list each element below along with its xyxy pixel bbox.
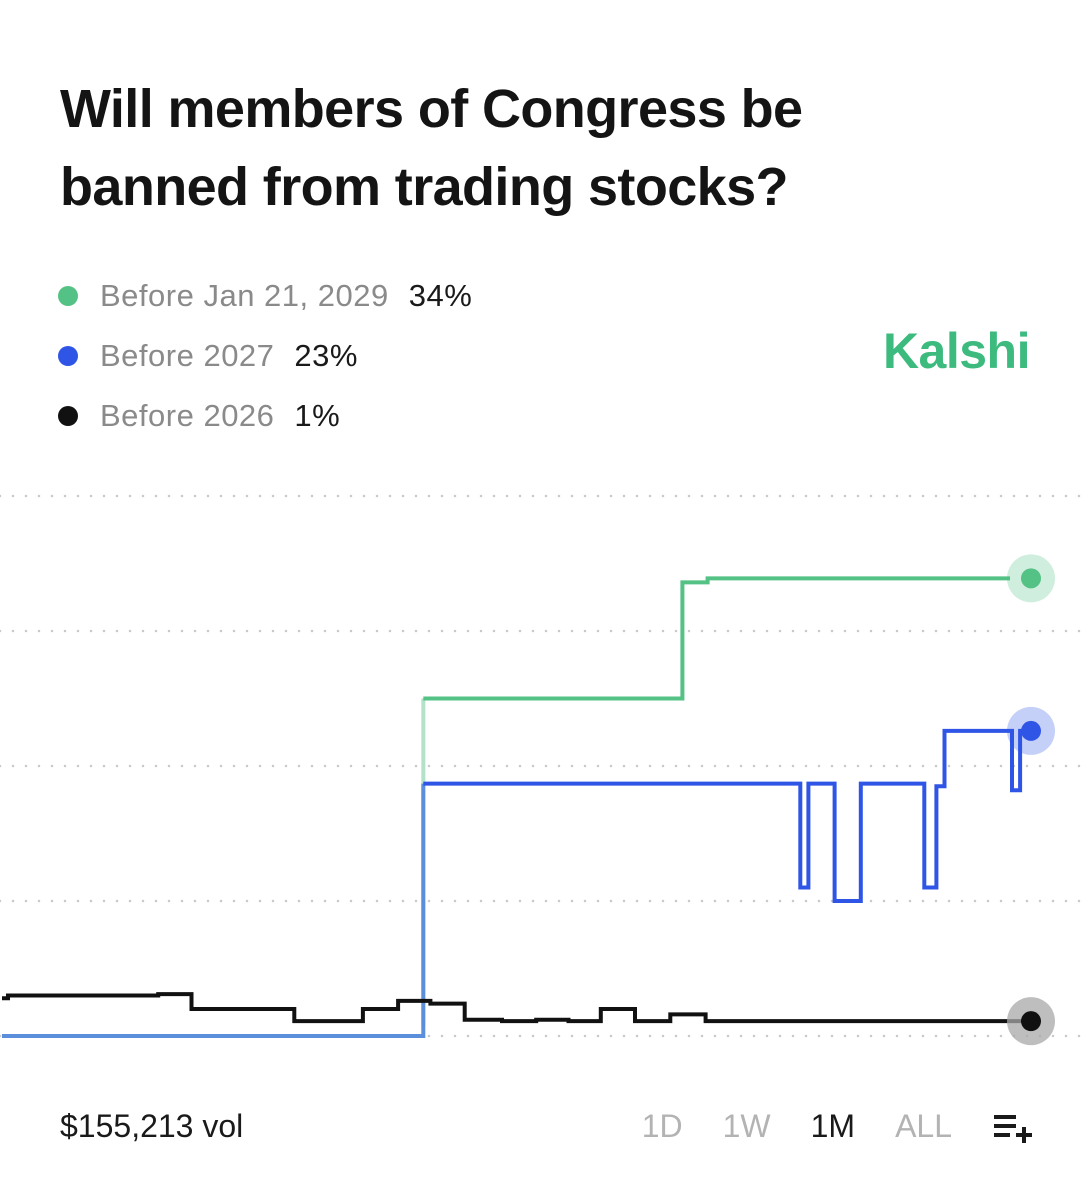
legend-value: 1%	[294, 398, 341, 433]
series-color-dot	[58, 286, 78, 306]
series-end-marker	[1021, 720, 1041, 741]
legend-value: 34%	[408, 278, 473, 313]
series-end-marker	[1021, 1011, 1041, 1032]
kalshi-logo: Kalshi	[882, 323, 1031, 379]
range-1w-button[interactable]: 1W	[722, 1108, 771, 1144]
legend-item-2029[interactable]: Before Jan 21, 2029 34%	[58, 266, 472, 326]
series-end-marker	[1021, 568, 1041, 589]
time-range-selector: 1D 1W 1M ALL	[602, 1108, 1034, 1145]
price-chart	[0, 494, 1092, 1046]
series-line-before-jan-21-2029	[423, 576, 1010, 701]
series-color-dot	[58, 406, 78, 426]
range-1m-button[interactable]: 1M	[810, 1108, 856, 1144]
legend: Before Jan 21, 2029 34% Before 2027 23% …	[58, 266, 472, 446]
list-add-icon[interactable]	[992, 1109, 1034, 1145]
legend-value: 23%	[294, 338, 358, 373]
legend-item-2026[interactable]: Before 2026 1%	[58, 386, 472, 446]
legend-label: Before Jan 21, 2029	[100, 278, 389, 313]
range-all-button[interactable]: ALL	[895, 1108, 952, 1144]
legend-item-2027[interactable]: Before 2027 23%	[58, 326, 472, 386]
series-line-before-2027-early	[2, 783, 426, 1038]
series-color-dot	[58, 346, 78, 366]
series-line-before-2026	[2, 992, 1033, 1024]
page-title: Will members of Congress be banned from …	[60, 79, 803, 217]
volume-label: $155,213 vol	[60, 1108, 244, 1144]
legend-label: Before 2026	[100, 398, 275, 433]
chart-footer: $155,213 vol 1D 1W 1M ALL	[0, 1100, 1092, 1160]
series-line-before-2027	[423, 728, 1033, 903]
range-1d-button[interactable]: 1D	[641, 1108, 683, 1144]
legend-label: Before 2027	[100, 338, 275, 373]
